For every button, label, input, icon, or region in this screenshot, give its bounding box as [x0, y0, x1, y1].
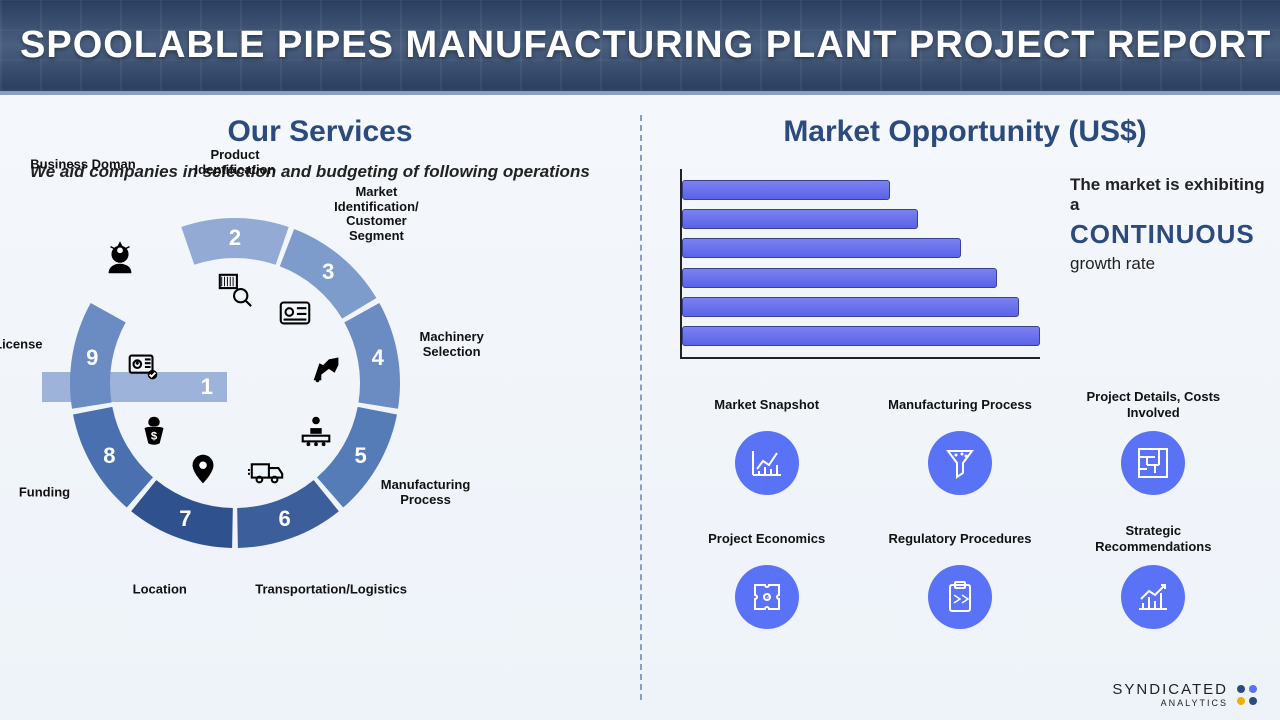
- feature-label: Market Snapshot: [714, 389, 819, 421]
- segment-icon-2: [216, 271, 254, 309]
- segment-icon-1: [101, 239, 139, 277]
- market-bar-5: [682, 326, 1040, 346]
- svg-text:$: $: [151, 430, 158, 442]
- market-bar-0: [682, 180, 890, 200]
- segment-label-3: Market Identification/ Customer Segment: [321, 185, 431, 245]
- segment-icon-3: [276, 293, 314, 331]
- segment-label-5: Manufacturing Process: [371, 478, 481, 508]
- segment-number-5: 5: [354, 443, 366, 469]
- svg-text:?: ?: [764, 593, 769, 602]
- market-bar-1: [682, 209, 918, 229]
- segment-number-4: 4: [372, 345, 384, 371]
- segment-number-3: 3: [322, 259, 334, 285]
- segment-icon-8: $: [135, 411, 173, 449]
- market-bar-4: [682, 297, 1019, 317]
- segment-number-8: 8: [103, 443, 115, 469]
- feature-label: Regulatory Procedures: [888, 523, 1031, 555]
- feature-label: Manufacturing Process: [888, 389, 1032, 421]
- segment-number-2: 2: [229, 225, 241, 251]
- services-heading: Our Services: [30, 115, 610, 149]
- feature-maze: Project Details, Costs Involved: [1067, 389, 1240, 495]
- chart-line-icon: [735, 431, 799, 495]
- feature-chart-line: Market Snapshot: [680, 389, 853, 495]
- brand-text: SYNDICATED ANALYTICS: [1112, 681, 1228, 708]
- segment-number-7: 7: [179, 506, 191, 532]
- market-heading: Market Opportunity (US$): [680, 115, 1250, 149]
- segment-label-8: Funding: [0, 486, 99, 501]
- services-ring: 2Product Identification3Market Identific…: [65, 213, 405, 553]
- feature-funnel: Manufacturing Process: [873, 389, 1046, 495]
- feature-puzzle: Project Economics ?: [680, 523, 853, 629]
- segment-label-9: License: [0, 337, 73, 352]
- feature-label: Project Economics: [708, 523, 825, 555]
- segment-icon-9: [124, 348, 162, 386]
- page-title: SPOOLABLE PIPES MANUFACTURING PLANT PROJ…: [20, 24, 1271, 67]
- brand-icon: [1234, 682, 1260, 708]
- clipboard-icon: [928, 565, 992, 629]
- services-panel: Our Services We aid companies in selecti…: [0, 95, 640, 720]
- growth-callout: The market is exhibiting a CONTINUOUS gr…: [1070, 175, 1270, 274]
- funnel-icon: [928, 431, 992, 495]
- segment-label-7: Location: [105, 582, 215, 597]
- banner-header: SPOOLABLE PIPES MANUFACTURING PLANT PROJ…: [0, 0, 1280, 95]
- segment-icon-5: [297, 411, 335, 449]
- market-bar-chart: [680, 169, 1040, 359]
- segment-icon-6: [248, 451, 286, 489]
- feature-grid: Market Snapshot Manufacturing Process Pr…: [680, 389, 1240, 629]
- segment-label-1: Business Doman: [28, 158, 138, 173]
- puzzle-icon: ?: [735, 565, 799, 629]
- segment-label-6: Transportation/Logistics: [255, 582, 365, 597]
- brand-logo: SYNDICATED ANALYTICS: [1112, 681, 1260, 708]
- segment-label-4: Machinery Selection: [397, 330, 507, 360]
- market-bar-3: [682, 268, 997, 288]
- segment-number-9: 9: [86, 345, 98, 371]
- maze-icon: [1121, 431, 1185, 495]
- growth-icon: [1121, 565, 1185, 629]
- feature-label: Strategic Recommendations: [1067, 523, 1240, 555]
- market-bar-2: [682, 238, 961, 258]
- feature-clipboard: Regulatory Procedures: [873, 523, 1046, 629]
- segment-number-6: 6: [278, 506, 290, 532]
- segment-icon-4: [308, 348, 346, 386]
- segment-icon-7: [184, 451, 222, 489]
- feature-label: Project Details, Costs Involved: [1067, 389, 1240, 421]
- segment-label-2: Product Identification: [180, 148, 290, 178]
- market-panel: Market Opportunity (US$) The market is e…: [640, 95, 1280, 720]
- main-content: Our Services We aid companies in selecti…: [0, 95, 1280, 720]
- feature-growth: Strategic Recommendations: [1067, 523, 1240, 629]
